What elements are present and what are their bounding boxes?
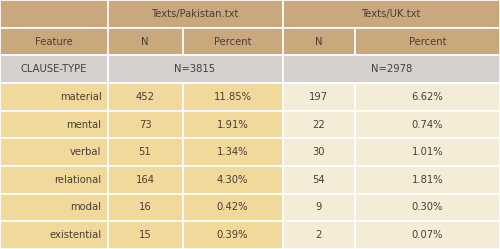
Text: 0.74%: 0.74% [412,120,444,129]
Text: 51: 51 [138,147,151,157]
Bar [355,111,500,138]
Bar [182,28,282,55]
Bar [282,194,355,221]
Bar [108,0,282,28]
Text: N: N [315,37,322,47]
Text: 54: 54 [312,175,325,185]
Bar [355,28,500,55]
Text: 4.30%: 4.30% [217,175,248,185]
Bar [282,221,355,249]
Text: 197: 197 [309,92,328,102]
Text: N=3815: N=3815 [174,64,216,74]
Bar [282,83,355,111]
Bar [108,111,182,138]
Bar [182,166,282,194]
Bar [282,55,500,83]
Bar [108,221,182,249]
Bar [108,55,282,83]
Text: 15: 15 [138,230,151,240]
Bar [0,166,108,194]
Text: CLAUSE-TYPE: CLAUSE-TYPE [20,64,87,74]
Bar [182,83,282,111]
Text: 22: 22 [312,120,325,129]
Text: N=2978: N=2978 [370,64,412,74]
Text: Texts/UK.txt: Texts/UK.txt [362,9,421,19]
Text: 164: 164 [136,175,154,185]
Text: 1.91%: 1.91% [216,120,248,129]
Text: Percent: Percent [409,37,447,47]
Text: 30: 30 [312,147,325,157]
Text: 1.01%: 1.01% [412,147,444,157]
Bar [282,0,500,28]
Text: modal: modal [70,202,102,212]
Bar [0,0,108,28]
Text: 11.85%: 11.85% [214,92,252,102]
Text: 16: 16 [138,202,151,212]
Text: 2: 2 [316,230,322,240]
Bar [282,111,355,138]
Text: 0.42%: 0.42% [216,202,248,212]
Bar [0,194,108,221]
Text: Texts/Pakistan.txt: Texts/Pakistan.txt [152,9,238,19]
Bar [108,166,182,194]
Bar [182,221,282,249]
Bar [108,194,182,221]
Text: 0.39%: 0.39% [216,230,248,240]
Text: Feature: Feature [35,37,72,47]
Text: 1.34%: 1.34% [216,147,248,157]
Text: N: N [142,37,149,47]
Bar [0,221,108,249]
Text: relational: relational [54,175,102,185]
Text: 1.81%: 1.81% [412,175,444,185]
Bar [355,221,500,249]
Bar [0,138,108,166]
Bar [182,194,282,221]
Bar [108,83,182,111]
Bar [355,138,500,166]
Bar [182,138,282,166]
Bar [182,111,282,138]
Bar [282,166,355,194]
Bar [355,83,500,111]
Text: material: material [60,92,102,102]
Bar [108,138,182,166]
Bar [355,166,500,194]
Text: 9: 9 [316,202,322,212]
Bar [0,55,108,83]
Text: 0.07%: 0.07% [412,230,444,240]
Text: 0.30%: 0.30% [412,202,443,212]
Bar [0,111,108,138]
Bar [282,138,355,166]
Text: 6.62%: 6.62% [412,92,444,102]
Bar [0,83,108,111]
Bar [282,28,355,55]
Bar [0,28,108,55]
Text: 452: 452 [136,92,154,102]
Text: existential: existential [50,230,102,240]
Text: verbal: verbal [70,147,102,157]
Text: Percent: Percent [214,37,251,47]
Bar [108,28,182,55]
Text: 73: 73 [138,120,151,129]
Text: mental: mental [66,120,102,129]
Bar [355,194,500,221]
